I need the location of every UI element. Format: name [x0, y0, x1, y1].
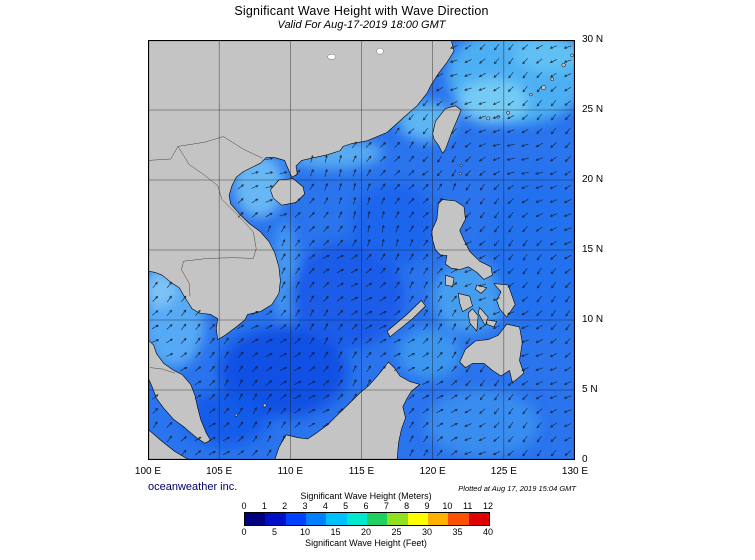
meters-tick-1: 1 [261, 501, 267, 511]
colorbar-meters-label: Significant Wave Height (Meters) [300, 491, 432, 501]
meters-tick-2: 2 [282, 501, 288, 511]
latitude-axis: 30 N 25 N 20 N 15 N 10 N 5 N 0 [582, 34, 622, 465]
colorbar-feet-ticks: 0 5 10 15 20 25 30 35 40 [241, 527, 493, 537]
meters-tick-6: 6 [363, 501, 369, 511]
colorbar-segment-2 [285, 513, 306, 525]
feet-tick-35: 35 [452, 527, 463, 537]
colorbar-meters-ticks: 0 1 2 3 4 5 6 7 8 9 10 11 12 [241, 501, 493, 511]
meters-tick-8: 8 [404, 501, 410, 511]
page-title: Significant Wave Height with Wave Direct… [234, 4, 489, 18]
colorbar-segment-3 [305, 513, 327, 525]
lat-label-30: 30 N [582, 34, 604, 45]
colorbar-segment-11 [468, 513, 489, 525]
feet-tick-15: 15 [330, 527, 341, 537]
meters-tick-7: 7 [383, 501, 389, 511]
colorbar [244, 512, 490, 526]
lon-label-110: 110 E [277, 466, 304, 477]
colorbar-feet-label: Significant Wave Height (Feet) [305, 538, 427, 548]
lat-label-20: 20 N [582, 174, 604, 185]
feet-tick-5: 5 [271, 527, 278, 537]
colorbar-segment-10 [448, 513, 469, 525]
feet-tick-25: 25 [391, 527, 402, 537]
map-frame [148, 40, 575, 460]
colorbar-segment-1 [265, 513, 286, 525]
land-layer [148, 40, 525, 460]
feet-tick-30: 30 [421, 527, 433, 537]
valid-time-subtitle: Valid For Aug-17-2019 18:00 GMT [277, 19, 446, 31]
lon-label-130: 130 E [561, 466, 589, 477]
lon-label-125: 125 E [490, 466, 517, 477]
colorbar-segment-8 [407, 513, 428, 525]
lat-label-25: 25 N [582, 104, 604, 115]
lon-label-105: 105 E [206, 466, 233, 477]
meters-tick-9: 9 [424, 501, 430, 511]
lat-label-0: 0 [582, 454, 588, 465]
meters-tick-12: 12 [482, 501, 494, 511]
meters-tick-11: 11 [462, 501, 473, 511]
plotted-timestamp: Plotted at Aug 17, 2019 15:04 GMT [458, 484, 576, 493]
lon-label-120: 120 E [419, 466, 446, 477]
meters-tick-5: 5 [343, 501, 349, 511]
feet-tick-0: 0 [241, 527, 247, 537]
colorbar-segment-7 [387, 513, 408, 525]
colorbar-segment-9 [427, 513, 449, 525]
colorbar-segment-4 [326, 513, 347, 525]
feet-tick-10: 10 [299, 527, 311, 537]
feet-tick-40: 40 [482, 527, 494, 537]
lat-label-15: 15 N [582, 244, 604, 255]
meters-tick-4: 4 [322, 501, 328, 511]
lat-label-10: 10 N [582, 314, 604, 325]
graticule [148, 40, 575, 460]
colorbar-segment-0 [245, 513, 266, 525]
colorbar-segment-5 [346, 513, 367, 525]
meters-tick-3: 3 [302, 501, 308, 511]
meters-tick-10: 10 [442, 501, 453, 511]
feet-tick-20: 20 [360, 527, 372, 537]
wave-height-map [148, 40, 575, 460]
longitude-axis: 100 E 105 E 110 E 115 E 120 E 125 E 130 E [135, 466, 608, 480]
lon-label-115: 115 E [348, 466, 375, 477]
lat-label-5: 5 N [582, 384, 598, 395]
small-islands [234, 53, 574, 417]
credit-text: oceanweather inc. [148, 481, 238, 493]
meters-tick-0: 0 [241, 501, 247, 511]
wave-direction-arrows [151, 43, 572, 457]
lon-label-100: 100 E [134, 466, 162, 477]
colorbar-segment-6 [366, 513, 388, 525]
